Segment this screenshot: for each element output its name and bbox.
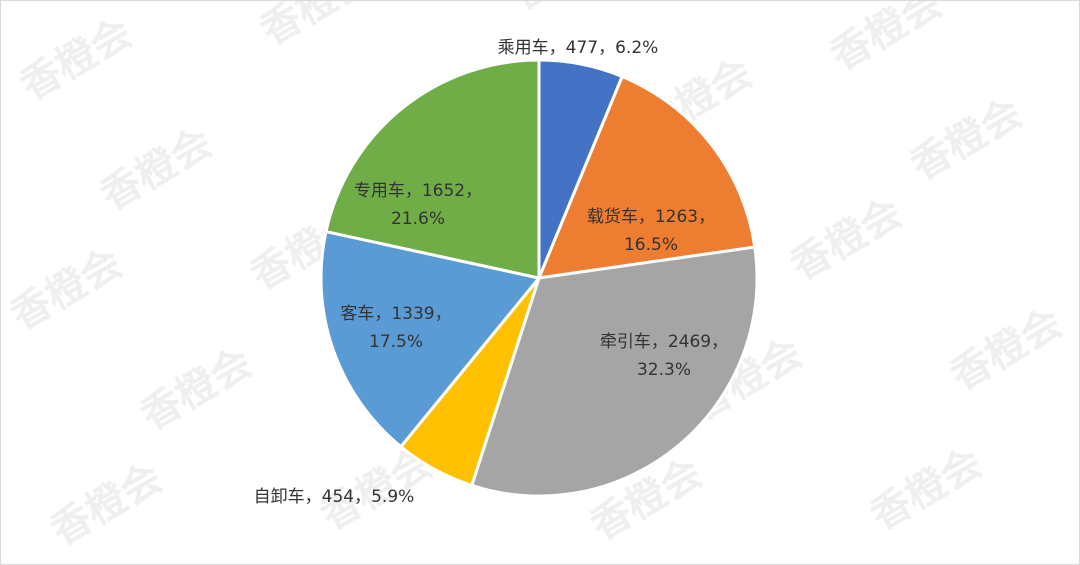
data-label-6: 专用车，1652， 21.6% <box>354 181 482 229</box>
data-label-1: 乘用车，477，6.2% <box>498 38 659 58</box>
watermark-logo: 香橙会 <box>943 300 1070 400</box>
watermark-logo: 香橙会 <box>863 440 990 540</box>
pie-data-labels: 乘用车，477，6.2% 载货车，1263， 16.5% 牵引车，2469， 32.3%… <box>254 38 728 507</box>
data-label-2: 载货车，1263， 16.5% <box>587 207 715 255</box>
data-label-3: 牵引车，2469， 32.3% <box>600 332 728 380</box>
watermark-logo: 香橙会 <box>43 455 170 555</box>
watermark-logo: 香橙会 <box>13 10 140 110</box>
watermark-logo: 香橙会 <box>93 120 220 220</box>
pie-slice-5 <box>319 230 541 449</box>
data-label-4: 自卸车，454，5.9% <box>254 487 415 507</box>
data-label-5: 客车，1339， 17.5% <box>340 304 451 352</box>
pie-slices <box>319 58 759 498</box>
pie-slice-6 <box>324 58 541 280</box>
watermark-logo: 香橙会 <box>253 1 380 55</box>
watermark-logo: 香橙会 <box>783 190 910 290</box>
watermark-logo: 香橙会 <box>503 1 630 20</box>
watermark-logo: 香橙会 <box>133 340 260 440</box>
watermark-logo: 香橙会 <box>903 90 1030 190</box>
pie-slice-2 <box>537 75 757 280</box>
watermark-logo: 香橙会 <box>3 240 130 340</box>
watermark-logo: 香橙会 <box>823 1 950 80</box>
pie-slice-3 <box>470 245 759 498</box>
